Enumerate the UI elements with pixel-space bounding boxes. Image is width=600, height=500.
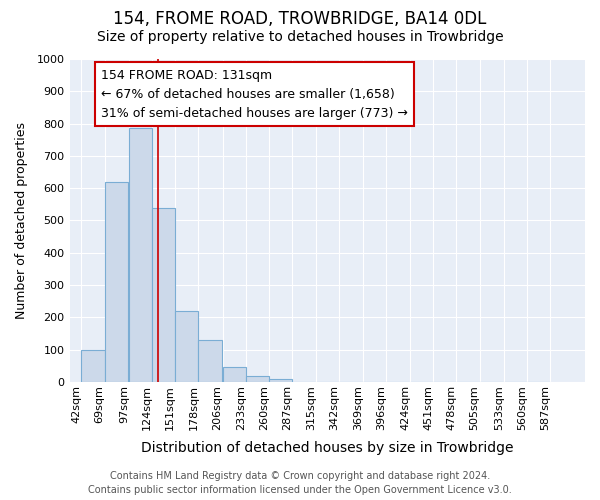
Text: Contains HM Land Registry data © Crown copyright and database right 2024.
Contai: Contains HM Land Registry data © Crown c… xyxy=(88,471,512,495)
Y-axis label: Number of detached properties: Number of detached properties xyxy=(15,122,28,319)
Bar xyxy=(199,340,221,382)
Text: 154 FROME ROAD: 131sqm
← 67% of detached houses are smaller (1,658)
31% of semi-: 154 FROME ROAD: 131sqm ← 67% of detached… xyxy=(101,68,407,120)
Bar xyxy=(129,128,152,382)
Bar xyxy=(152,208,175,382)
Bar xyxy=(223,368,246,382)
Bar xyxy=(269,379,292,382)
Bar xyxy=(246,376,269,382)
X-axis label: Distribution of detached houses by size in Trowbridge: Distribution of detached houses by size … xyxy=(141,441,514,455)
Text: 154, FROME ROAD, TROWBRIDGE, BA14 0DL: 154, FROME ROAD, TROWBRIDGE, BA14 0DL xyxy=(113,10,487,28)
Bar xyxy=(175,311,199,382)
Bar xyxy=(105,182,128,382)
Text: Size of property relative to detached houses in Trowbridge: Size of property relative to detached ho… xyxy=(97,30,503,44)
Bar xyxy=(82,350,105,382)
